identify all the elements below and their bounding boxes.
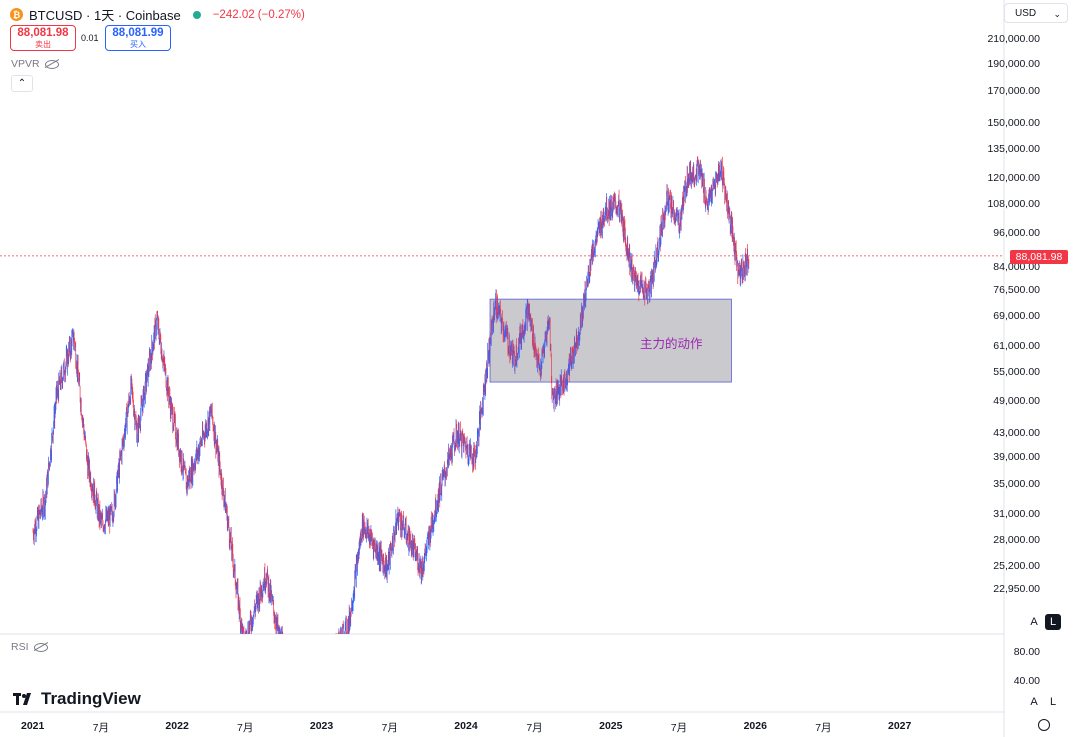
time-tick-label: 2022 (165, 720, 189, 732)
vpvr-label: VPVR (11, 58, 40, 70)
time-tick-label: 7月 (92, 722, 109, 734)
sell-label: 卖出 (35, 40, 51, 49)
sell-price: 88,081.98 (17, 27, 69, 39)
price-tick-label: 22,950.00 (993, 583, 1040, 595)
sell-button[interactable]: 88,081.98 卖出 (10, 25, 76, 51)
time-tick-label: 7月 (381, 722, 398, 734)
price-tick-label: 210,000.00 (987, 33, 1040, 45)
price-tick-label: 35,000.00 (993, 478, 1040, 491)
logo-text: TradingView (41, 689, 141, 708)
price-tick-label: 170,000.00 (987, 85, 1040, 98)
rsi-label: RSI (11, 641, 29, 653)
price-change: −242.02 (−0.27%) (212, 8, 305, 21)
log-scale-button[interactable]: L (1045, 614, 1061, 630)
buy-button[interactable]: 88,081.99 买入 (105, 25, 171, 51)
symbol-title: BTCUSD · 1天 · Coinbase (29, 8, 181, 23)
chevron-down-icon: ⌄ (1053, 9, 1061, 19)
price-tick-label: 150,000.00 (987, 116, 1040, 129)
vpvr-indicator[interactable]: VPVR (11, 58, 59, 70)
time-tick-label: 2023 (309, 720, 334, 732)
price-tick-label: 61,000.00 (993, 340, 1040, 353)
gear-icon[interactable] (1038, 719, 1050, 731)
price-tick-label: 108,000.00 (987, 198, 1040, 211)
time-tick-label: 7月 (526, 722, 543, 734)
auto-scale-button[interactable]: A (1030, 616, 1038, 628)
time-tick-label: 2021 (21, 720, 45, 732)
buy-label: 买入 (130, 40, 146, 49)
time-tick-label: 7月 (670, 722, 688, 734)
symbol-header[interactable]: ₿ BTCUSD · 1天 · Coinbase −242.02 (−0.27%… (10, 5, 305, 24)
eye-hidden-icon[interactable] (33, 642, 48, 652)
tradingview-logo[interactable]: TradingView (13, 689, 141, 709)
price-tick-label: 28,000.00 (993, 533, 1040, 546)
price-tick-label: 39,000.00 (993, 451, 1040, 464)
rsi-auto-scale-button[interactable]: A (1030, 696, 1038, 708)
price-tick-label: 120,000.00 (987, 172, 1040, 185)
price-tick-label: 25,200.00 (993, 559, 1040, 572)
time-tick-label: 7月 (237, 722, 254, 734)
price-tick-label: 31,000.00 (993, 508, 1040, 521)
time-tick-label: 2027 (888, 720, 912, 732)
time-tick-label: 2024 (454, 720, 478, 732)
chevron-up-icon: ⌃ (17, 78, 27, 89)
spread-value: 0.01 (81, 33, 99, 43)
currency-value: USD (1015, 8, 1037, 19)
rsi-indicator[interactable]: RSI (11, 641, 48, 653)
current-price-tag: 88,081.98 (1010, 250, 1068, 264)
price-tick-label: 135,000.00 (987, 142, 1040, 155)
time-tick-label: 2025 (599, 720, 623, 732)
price-tick-label: 190,000.00 (987, 57, 1040, 70)
rsi-log-scale-button[interactable]: L (1049, 696, 1057, 708)
bitcoin-icon: ₿ (10, 8, 23, 21)
price-tick-label: 55,000.00 (993, 365, 1040, 378)
eye-hidden-icon[interactable] (44, 59, 59, 69)
tradingview-icon (13, 693, 31, 705)
currency-select[interactable]: USD ⌄ (1004, 3, 1068, 23)
collapse-button[interactable]: ⌃ (11, 75, 33, 92)
price-tick-label: 49,000.00 (993, 394, 1040, 407)
time-tick-label: 2026 (743, 720, 767, 732)
highlight-box[interactable] (489, 298, 732, 383)
buy-price: 88,081.99 (112, 27, 164, 39)
price-tick-label: 43,000.00 (993, 427, 1040, 439)
candles-layer (32, 156, 750, 634)
annotation-text: 主力的动作 (640, 337, 703, 351)
market-status-icon[interactable] (192, 10, 201, 19)
time-tick-label: 7月 (815, 722, 832, 734)
price-tick-label: 69,000.00 (993, 309, 1040, 322)
rsi-tick-label: 80.00 (1013, 646, 1040, 658)
rsi-tick-label: 40.00 (1013, 675, 1040, 687)
price-tick-label: 96,000.00 (993, 227, 1040, 240)
price-tick-label: 76,500.00 (993, 283, 1040, 296)
